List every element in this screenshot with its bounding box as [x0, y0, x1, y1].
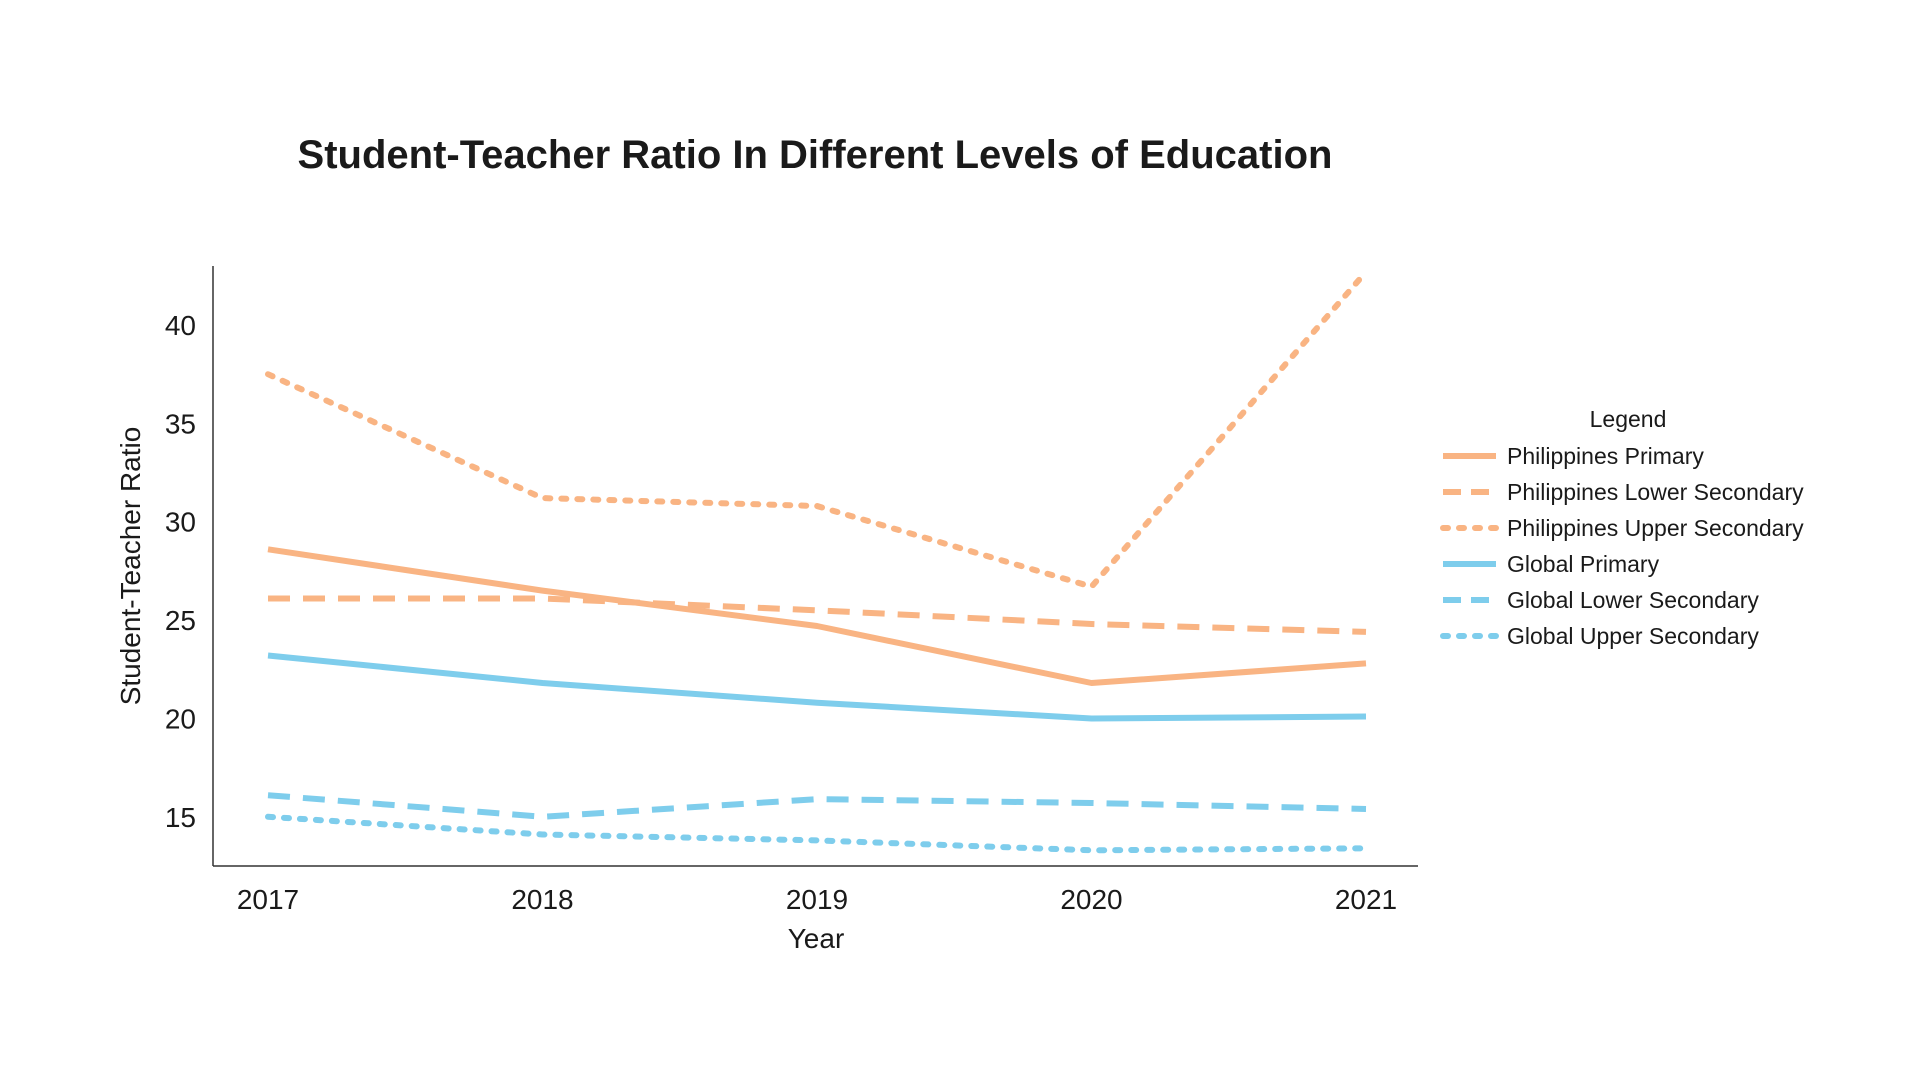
x-tick-label: 2021 [1335, 884, 1397, 915]
legend: Legend Philippines Primary Philippines Lo… [1440, 406, 1804, 649]
x-tick-label: 2017 [237, 884, 299, 915]
series-line-global-upper-secondary [265, 813, 1369, 854]
legend-title: Legend [1590, 406, 1667, 432]
y-tick-labels: 15 20 25 30 35 40 [165, 310, 196, 833]
x-tick-labels: 2017 2018 2019 2020 2021 [237, 884, 1397, 915]
chart-title: Student-Teacher Ratio In Different Level… [298, 133, 1333, 177]
series-lines [265, 268, 1369, 854]
legend-label: Global Upper Secondary [1507, 623, 1759, 649]
series-line-global-lower-secondary [267, 792, 1367, 820]
legend-label: Philippines Upper Secondary [1507, 515, 1804, 541]
series-line-philippines-primary [267, 546, 1367, 686]
legend-label: Global Lower Secondary [1507, 587, 1759, 613]
y-tick-label: 35 [165, 408, 196, 439]
legend-items: Philippines Primary Philippines Lower Sec… [1440, 443, 1804, 649]
legend-label: Philippines Primary [1507, 443, 1704, 469]
legend-label: Philippines Lower Secondary [1507, 479, 1804, 505]
y-tick-label: 20 [165, 703, 196, 734]
x-tick-label: 2020 [1060, 884, 1122, 915]
y-tick-label: 30 [165, 507, 196, 538]
y-tick-label: 40 [165, 310, 196, 341]
y-axis-label: Student-Teacher Ratio [115, 427, 146, 706]
series-line-philippines-lower-secondary [268, 595, 1367, 635]
series-line-global-primary [267, 652, 1367, 722]
y-tick-label: 25 [165, 605, 196, 636]
legend-label: Global Primary [1507, 551, 1660, 577]
axes [212, 266, 1418, 867]
series-line-philippines-upper-secondary [265, 268, 1369, 590]
x-tick-label: 2019 [786, 884, 848, 915]
x-axis-label: Year [788, 923, 845, 954]
x-tick-label: 2018 [511, 884, 573, 915]
y-tick-label: 15 [165, 802, 196, 833]
